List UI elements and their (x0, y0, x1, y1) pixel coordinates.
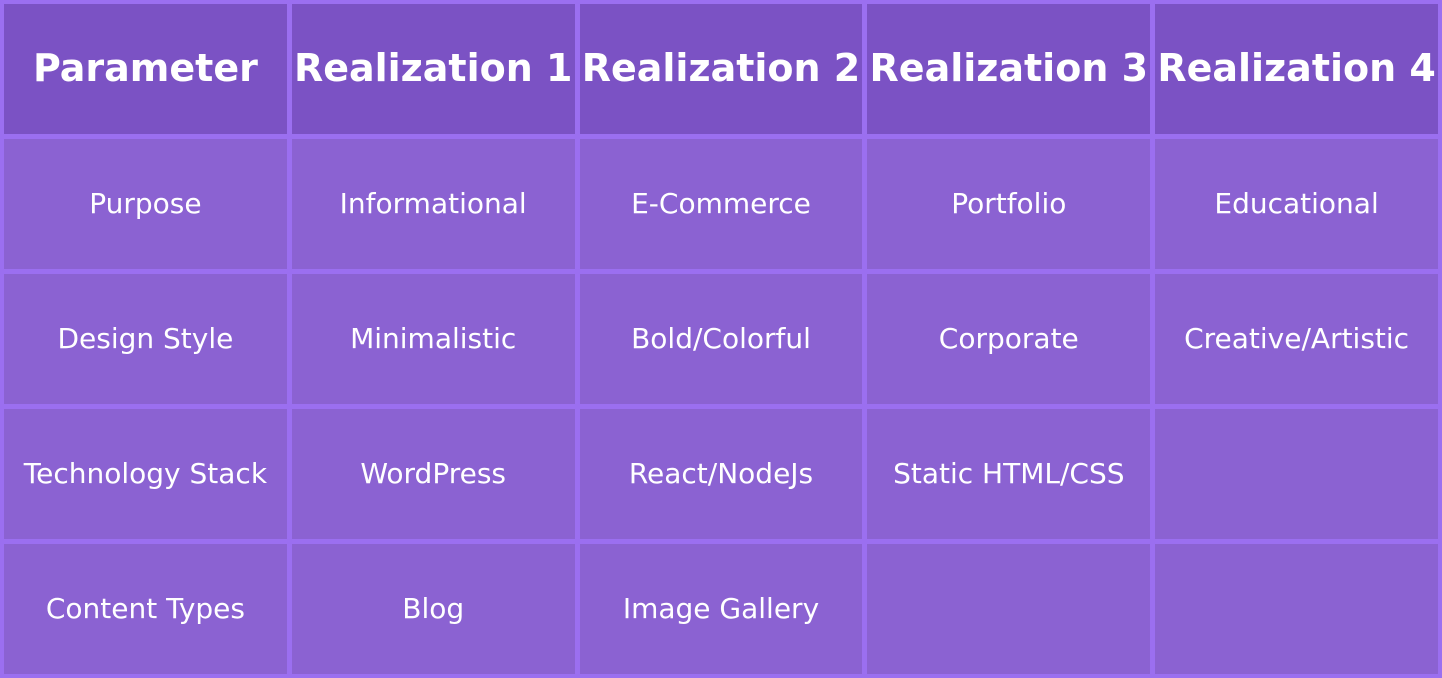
table-header-realization-4: Realization 4 (1155, 4, 1438, 134)
table-cell-row2-parameter: Design Style (4, 274, 287, 404)
table-cell-row3-realization-1: WordPress (291, 409, 575, 539)
table-cell-row1-parameter: Purpose (4, 139, 287, 269)
table-cell-row1-realization-1: Informational (291, 139, 575, 269)
table-cell-row3-realization-3: Static HTML/CSS (867, 409, 1151, 539)
table-cell-row3-parameter: Technology Stack (4, 409, 287, 539)
table-cell-row4-realization-2: Image Gallery (579, 544, 863, 674)
table-cell-row2-realization-1: Minimalistic (291, 274, 575, 404)
table-cell-row1-realization-4: Educational (1155, 139, 1438, 269)
table-cell-row4-realization-1: Blog (291, 544, 575, 674)
comparison-table: Parameter Realization 1 Realization 2 Re… (4, 4, 1438, 674)
table-header-parameter: Parameter (4, 4, 287, 134)
table-header-realization-2: Realization 2 (579, 4, 863, 134)
table-cell-row1-realization-2: E-Commerce (579, 139, 863, 269)
table-cell-row4-realization-3 (867, 544, 1151, 674)
table-cell-row4-realization-4 (1155, 544, 1438, 674)
table-header-realization-3: Realization 3 (867, 4, 1151, 134)
table-cell-row4-parameter: Content Types (4, 544, 287, 674)
table-cell-row2-realization-3: Corporate (867, 274, 1151, 404)
table-cell-row2-realization-2: Bold/Colorful (579, 274, 863, 404)
table-cell-row2-realization-4: Creative/Artistic (1155, 274, 1438, 404)
table-cell-row3-realization-4 (1155, 409, 1438, 539)
table-cell-row3-realization-2: React/NodeJs (579, 409, 863, 539)
table-header-realization-1: Realization 1 (291, 4, 575, 134)
table-cell-row1-realization-3: Portfolio (867, 139, 1151, 269)
